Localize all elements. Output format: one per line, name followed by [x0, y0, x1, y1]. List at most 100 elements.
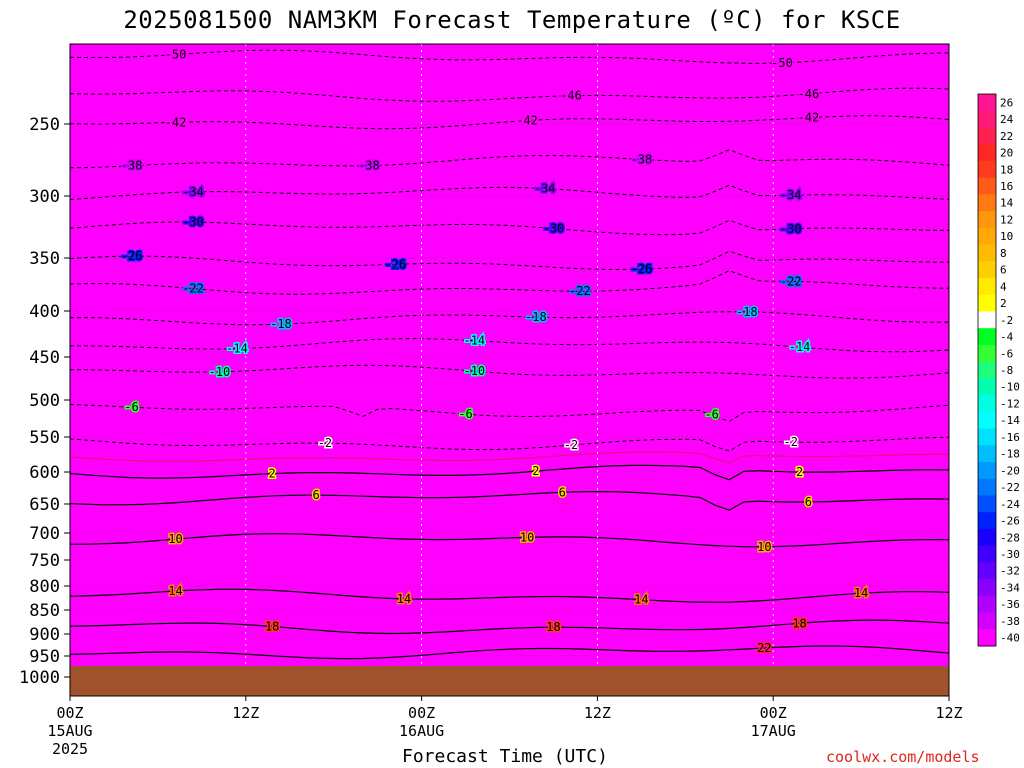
colorbar-swatch	[978, 278, 996, 296]
y-tick-label: 450	[29, 348, 60, 368]
contour-label: -14	[463, 334, 485, 348]
colorbar-label: 20	[1000, 147, 1013, 160]
colorbar-label: -8	[1000, 364, 1013, 377]
colorbar-swatch	[978, 428, 996, 446]
contour-label: 10	[520, 530, 534, 544]
x-tick-sublabel: 15AUG	[47, 722, 92, 740]
y-tick-label: 800	[29, 577, 60, 597]
contour-label: -42	[165, 115, 187, 129]
colorbar-swatch	[978, 194, 996, 212]
contour-label: -18	[736, 305, 758, 319]
x-tick-label: 00Z	[760, 704, 787, 722]
y-tick-label: 400	[29, 302, 60, 322]
colorbar-label: 4	[1000, 280, 1007, 293]
x-tick-sublabel: 17AUG	[751, 722, 796, 740]
colorbar-swatch	[978, 144, 996, 162]
colorbar-label: 18	[1000, 163, 1013, 176]
colorbar-swatch	[978, 512, 996, 530]
colorbar-label: 22	[1000, 130, 1013, 143]
contour-label: 14	[168, 584, 182, 598]
isotherm-line	[70, 645, 949, 660]
contour-label: -14	[789, 340, 811, 354]
isotherm-line	[70, 404, 949, 422]
x-tick-label: 12Z	[935, 704, 962, 722]
contour-label: 14	[397, 592, 411, 606]
colorbar-swatch	[978, 545, 996, 563]
credit-link[interactable]: coolwx.com/models	[826, 748, 980, 766]
isotherm-line	[70, 270, 949, 295]
colorbar-label: -4	[1000, 331, 1014, 344]
contour-label: -30	[543, 222, 565, 236]
colorbar-label: -20	[1000, 464, 1020, 477]
colorbar-label: -18	[1000, 448, 1020, 461]
colorbar-swatch	[978, 227, 996, 246]
contour-label: 18	[546, 620, 560, 634]
colorbar-swatch	[978, 94, 996, 112]
contour-label: 6	[313, 488, 320, 502]
colorbar-label: -30	[1000, 548, 1020, 561]
contour-label: -10	[463, 364, 485, 378]
isotherm-line	[70, 250, 949, 271]
y-tick-label: 600	[29, 463, 60, 483]
x-tick-label: 00Z	[56, 704, 83, 722]
colorbar-swatch	[978, 311, 996, 329]
colorbar-swatch	[978, 110, 996, 128]
colorbar-label: -32	[1000, 565, 1020, 578]
contour-label: -26	[631, 262, 653, 276]
x-tick-sublabel: 2025	[52, 740, 88, 758]
colorbar-swatch	[978, 361, 996, 379]
contour-label: -22	[780, 274, 802, 288]
contour-label: -34	[182, 185, 204, 199]
isotherm-line	[70, 219, 949, 236]
colorbar-swatch	[978, 261, 996, 279]
isotherm-line	[70, 184, 949, 200]
contour-label: -38	[631, 152, 653, 166]
y-tick-label: 500	[29, 391, 60, 411]
y-tick-label: 550	[29, 428, 60, 448]
contour-label: -22	[569, 284, 591, 298]
colorbar-label: 10	[1000, 230, 1013, 243]
colorbar-swatch	[978, 528, 996, 547]
contour-label: 2	[796, 465, 803, 479]
colorbar-swatch	[978, 211, 996, 229]
colorbar-label: 2	[1000, 297, 1007, 310]
colorbar-swatch	[978, 127, 996, 145]
colorbar-label: -16	[1000, 431, 1020, 444]
contour-label: -6	[124, 400, 138, 414]
contour-label: -2	[784, 435, 798, 449]
contour-label: -46	[560, 89, 582, 103]
colorbar-label: -22	[1000, 481, 1020, 494]
y-tick-label: 850	[29, 601, 60, 621]
chart-title: 2025081500 NAM3KM Forecast Temperature (…	[123, 6, 901, 34]
colorbar-frame	[977, 93, 997, 647]
colorbar-label: -14	[1000, 414, 1020, 427]
colorbar-swatch	[978, 629, 996, 647]
colorbar-swatch	[978, 462, 996, 480]
colorbar-label: 16	[1000, 180, 1013, 193]
contour-label: -42	[516, 114, 538, 128]
colorbar-label: -28	[1000, 531, 1020, 544]
y-tick-label: 700	[29, 524, 60, 544]
y-tick-label: 350	[29, 249, 60, 269]
contour-label: -34	[780, 188, 802, 202]
colorbar-swatch	[978, 344, 996, 363]
colorbar-swatch	[978, 177, 996, 195]
contour-label: -10	[209, 365, 231, 379]
colorbar-label: 24	[1000, 113, 1014, 126]
x-axis-label: Forecast Time (UTC)	[402, 746, 608, 767]
contour-label: -2	[318, 436, 332, 450]
y-tick-label: 950	[29, 647, 60, 667]
contour-label: -6	[704, 408, 718, 422]
x-tick-sublabel: 16AUG	[399, 722, 444, 740]
colorbar-swatch	[978, 612, 996, 630]
y-tick-label: 900	[29, 625, 60, 645]
colorbar-swatch	[978, 562, 996, 580]
y-tick-label: 250	[29, 115, 60, 135]
contour-label: 10	[168, 532, 182, 546]
colorbar-swatch	[978, 244, 996, 262]
contour-label: 2	[532, 464, 539, 478]
contour-label: 6	[805, 495, 812, 509]
contour-label: -18	[270, 317, 292, 331]
x-tick-label: 12Z	[584, 704, 611, 722]
